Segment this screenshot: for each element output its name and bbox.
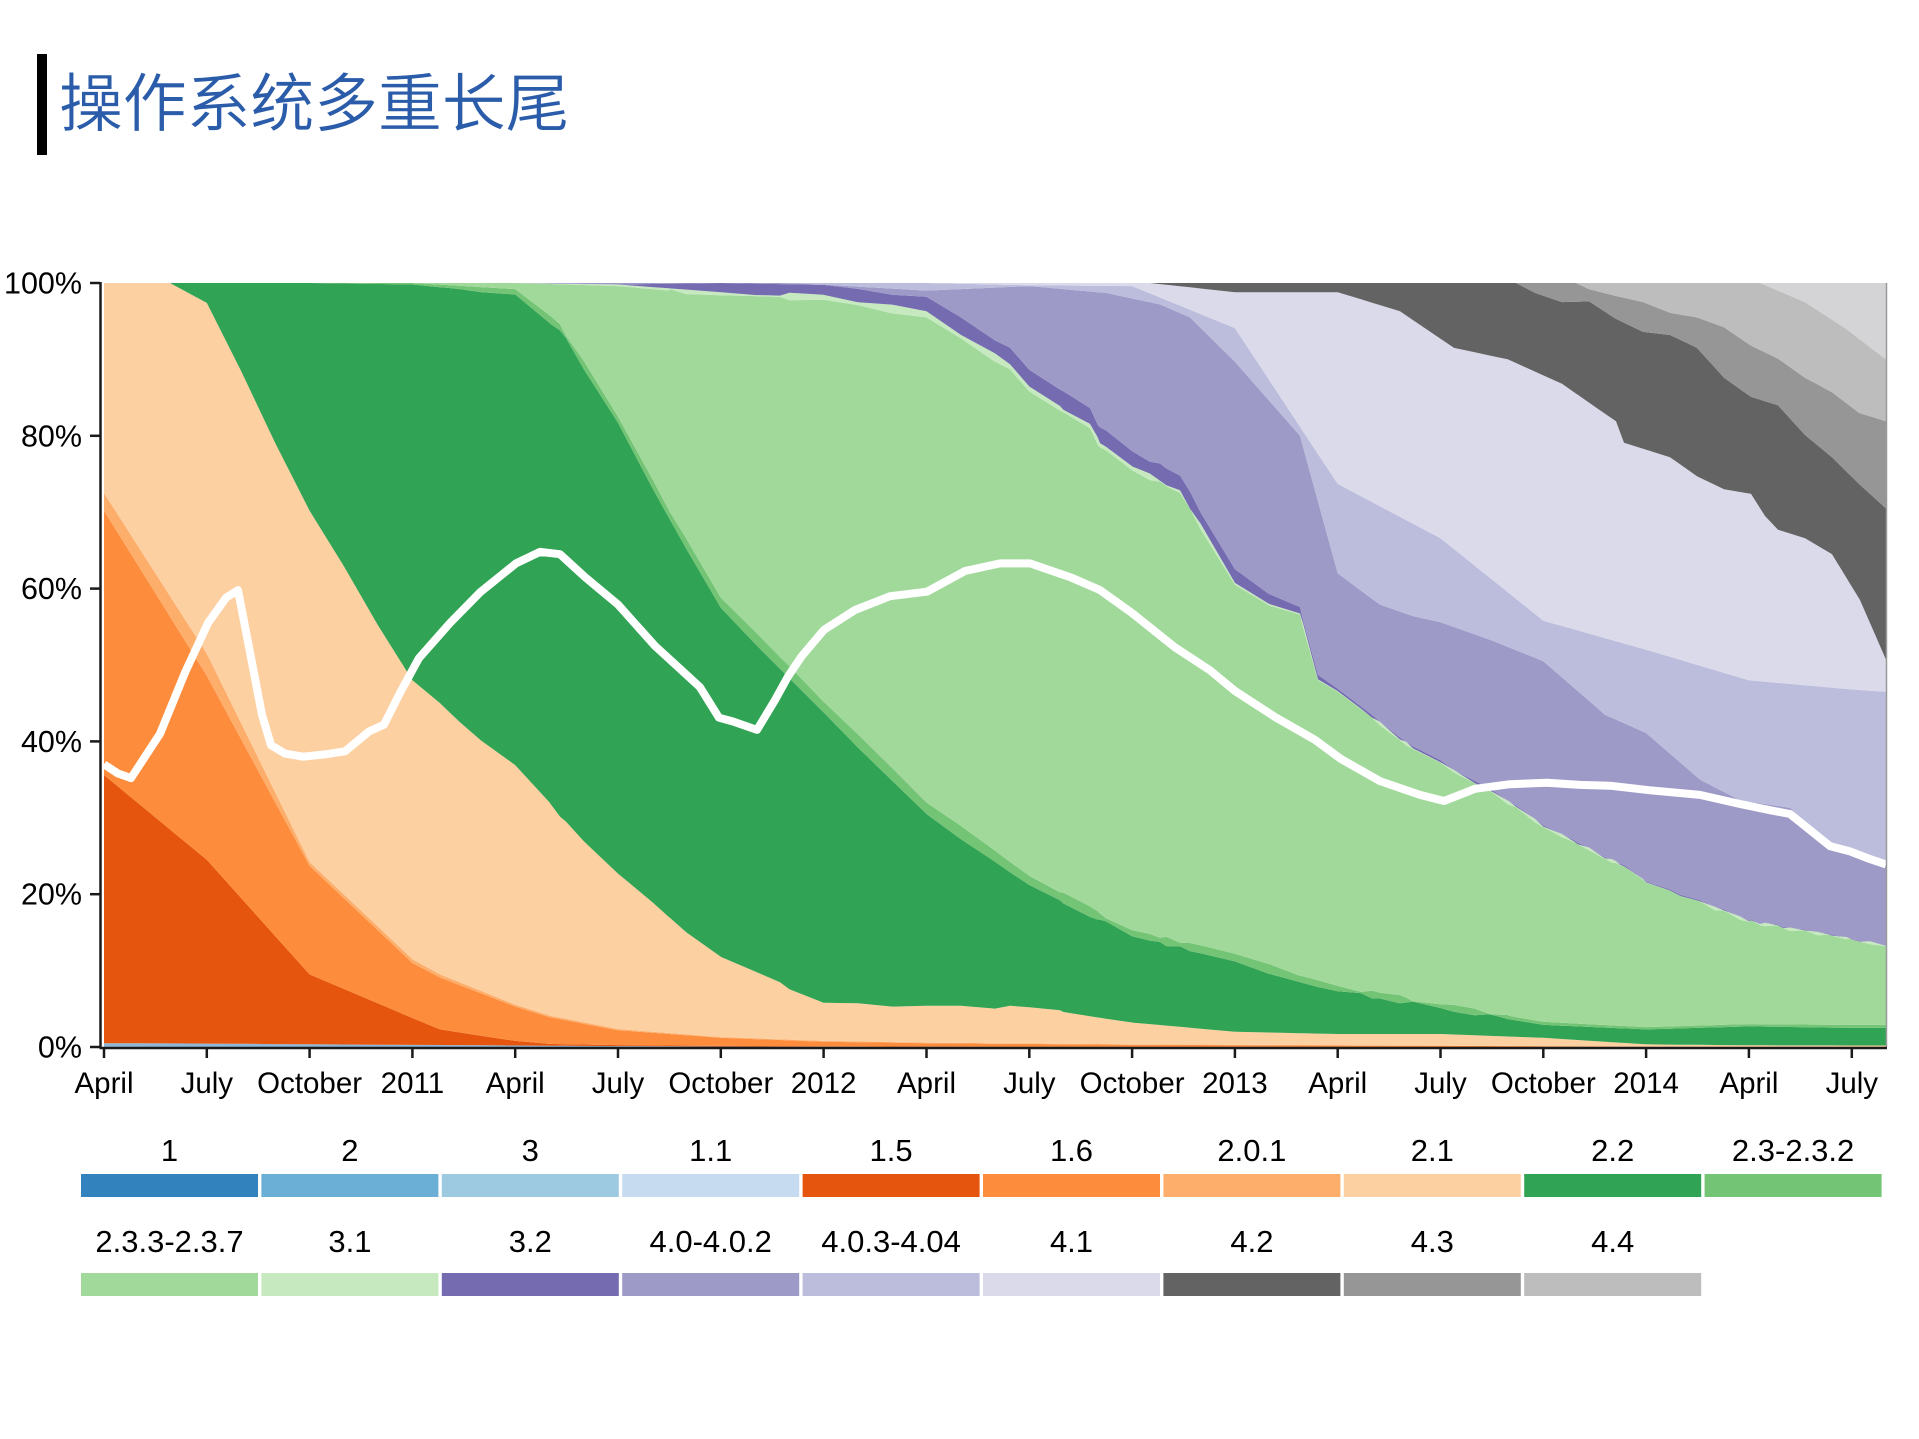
svg-text:July: July [181, 1067, 234, 1100]
svg-text:July: July [1003, 1067, 1056, 1100]
svg-text:4.1: 4.1 [1050, 1224, 1093, 1259]
svg-text:4.0.3-4.04: 4.0.3-4.04 [821, 1224, 961, 1259]
svg-text:2013: 2013 [1202, 1067, 1268, 1100]
svg-text:80%: 80% [21, 419, 82, 453]
svg-text:3: 3 [522, 1133, 539, 1168]
svg-text:October: October [1491, 1067, 1596, 1100]
svg-text:2: 2 [341, 1133, 358, 1168]
svg-text:4.2: 4.2 [1230, 1224, 1273, 1259]
svg-text:4.3: 4.3 [1411, 1224, 1454, 1259]
svg-text:October: October [257, 1067, 362, 1100]
svg-text:July: July [592, 1067, 645, 1100]
svg-text:2.3.3-2.3.7: 2.3.3-2.3.7 [95, 1224, 243, 1259]
svg-text:60%: 60% [21, 572, 82, 606]
svg-text:2014: 2014 [1613, 1067, 1679, 1100]
svg-text:4.4: 4.4 [1591, 1224, 1634, 1259]
svg-text:3.1: 3.1 [328, 1224, 371, 1259]
svg-text:July: July [1826, 1067, 1879, 1100]
svg-text:April: April [1719, 1067, 1778, 1100]
svg-text:April: April [1308, 1067, 1367, 1100]
svg-text:20%: 20% [21, 878, 82, 912]
svg-text:40%: 40% [21, 725, 82, 759]
svg-text:1.1: 1.1 [689, 1133, 732, 1168]
svg-text:April: April [486, 1067, 545, 1100]
svg-text:2.1: 2.1 [1411, 1133, 1454, 1168]
svg-text:1.6: 1.6 [1050, 1133, 1093, 1168]
svg-text:1.5: 1.5 [870, 1133, 913, 1168]
svg-text:October: October [1080, 1067, 1185, 1100]
svg-text:April: April [897, 1067, 956, 1100]
svg-text:3.2: 3.2 [509, 1224, 552, 1259]
svg-text:2011: 2011 [381, 1067, 444, 1100]
svg-text:0%: 0% [38, 1031, 82, 1065]
svg-text:April: April [74, 1067, 133, 1100]
svg-text:2.0.1: 2.0.1 [1217, 1133, 1286, 1168]
svg-text:2012: 2012 [791, 1067, 857, 1100]
svg-text:100%: 100% [4, 267, 82, 301]
svg-text:July: July [1414, 1067, 1467, 1100]
svg-text:October: October [668, 1067, 773, 1100]
svg-text:1: 1 [161, 1133, 178, 1168]
svg-text:4.0-4.0.2: 4.0-4.0.2 [650, 1224, 772, 1259]
svg-text:2.3-2.3.2: 2.3-2.3.2 [1732, 1133, 1854, 1168]
svg-text:2.2: 2.2 [1591, 1133, 1634, 1168]
